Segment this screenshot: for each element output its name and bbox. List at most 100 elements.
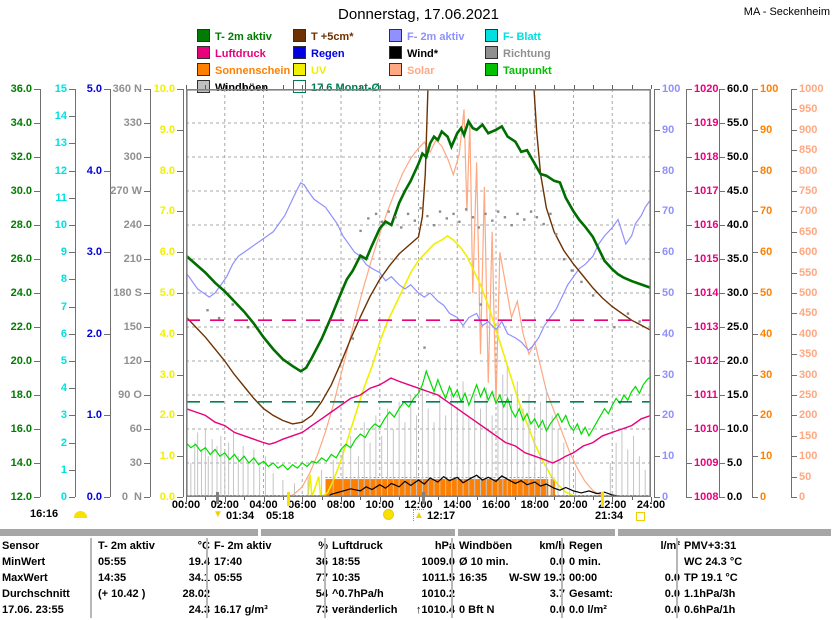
legend-item-taupunkt: Taupunkt <box>485 63 552 77</box>
axis-tick <box>791 415 797 417</box>
table-column-header: F- 2m aktiv% <box>214 538 328 554</box>
axis-tick-label: 350 <box>799 348 818 361</box>
x-axis-top-tick <box>534 85 536 89</box>
axis-tick-label: 2.0 <box>159 409 175 422</box>
axis-tick-label: 4.0 <box>159 327 175 340</box>
axis-tick <box>791 211 797 213</box>
x-axis-tick <box>205 497 207 500</box>
axis-tick-label: 11 <box>55 191 67 204</box>
axis-tick-label: 5.0 <box>727 457 743 469</box>
table-header-label: F- 2m aktiv <box>214 540 272 552</box>
axis-tick <box>104 333 110 335</box>
axis-tick-label: 1012 <box>694 355 719 367</box>
legend-swatch <box>293 46 306 59</box>
axis-tick-label: 30.0 <box>10 185 32 197</box>
table-row: Gesamt: 0.0 <box>569 586 680 602</box>
axis-tick-label: 360 N <box>112 83 142 95</box>
axis-tick <box>69 306 75 308</box>
axis-tick-label: 6.0 <box>159 246 175 259</box>
axis-tick <box>34 293 40 294</box>
table-row: 16:35 W-SW 19.3 <box>459 570 565 586</box>
table-cell-value: 1011.5 <box>421 572 455 584</box>
axis-tick-label: 40 <box>760 327 773 340</box>
axis-line-l/m² <box>110 89 111 497</box>
axis-tick <box>791 456 797 458</box>
x-axis-label: 16:00 <box>481 499 511 511</box>
x-axis-top-tick <box>612 85 614 89</box>
axis-tick-label: 900 <box>799 123 818 136</box>
axis-tick-label: 50.0 <box>727 151 749 163</box>
axis-tick <box>686 225 692 226</box>
axis-tick-label: 16.0 <box>10 423 32 435</box>
axis-tick-label: 2.0 <box>86 327 102 340</box>
x-axis-tick <box>418 497 420 502</box>
axis-tick <box>686 361 692 362</box>
table-cell-left: 0.6hPa/1h <box>684 604 736 616</box>
axis-tick <box>719 327 725 328</box>
table-cell-left: 05:55 <box>214 572 243 584</box>
x-axis-top-tick <box>515 85 517 89</box>
table-row: 05:55 77 <box>214 570 328 586</box>
legend-item-regen: Regen <box>293 46 345 60</box>
axis-tick <box>144 259 150 260</box>
table-row: TP 19.1 °C <box>684 570 803 586</box>
axis-tick-label: 30 <box>760 368 773 381</box>
x-axis-top-tick <box>592 85 594 89</box>
axis-tick <box>719 157 725 158</box>
axis-tick-label: 0 <box>760 491 767 503</box>
axis-tick <box>686 327 692 328</box>
moonset-axis-tick <box>216 492 219 504</box>
axis-tick-label: 20 <box>662 409 675 422</box>
table-cell-left: veränderlich <box>332 604 398 616</box>
x-axis-tick <box>534 497 536 502</box>
axis-tick-label: 20.0 <box>727 355 749 367</box>
x-axis-label: 04:00 <box>249 499 278 511</box>
axis-tick <box>791 476 797 478</box>
table-cell-left: 16:35 <box>459 572 488 584</box>
table-column-regen: Regen l/m² 0 min. 00:00 0.0 Gesamt: 0.0 0.0 l/m… <box>561 538 680 618</box>
axis-tick-label: 950 <box>799 103 818 116</box>
axis-tick-label: 15.0 <box>727 389 749 401</box>
table-row: 10:35 1011.5 <box>332 570 455 586</box>
x-axis-label: 22:00 <box>598 499 627 511</box>
axis-tick <box>654 252 660 254</box>
axis-tick-label: 2 <box>60 436 67 449</box>
table-column-header: Windböen km/h <box>459 538 565 554</box>
axis-tick <box>144 327 150 328</box>
axis-line-° <box>150 89 151 497</box>
sunset-time: 21:34 <box>595 510 624 522</box>
meteogram-plot <box>186 89 651 497</box>
legend-item-t-5cm-: T +5cm* <box>293 29 354 43</box>
table-row-label: Durchschnitt <box>2 588 70 600</box>
table-row: 14:35 34.1 <box>98 570 210 586</box>
axis-tick-label: 3.0 <box>86 246 102 259</box>
axis-tick-label: 1019 <box>694 117 719 129</box>
axis-tick-label: 8 <box>60 273 67 286</box>
axis-tick-label: 650 <box>799 225 818 238</box>
axis-tick <box>654 129 660 131</box>
moonrise-arrow-icon: ▲ <box>413 509 424 521</box>
legend-swatch <box>197 29 210 42</box>
legend-swatch <box>389 29 402 42</box>
table-header-unit: hPa <box>434 540 455 552</box>
axis-tick-label: 20 <box>760 409 773 422</box>
table-cell-left: TP 19.1 °C <box>684 572 738 584</box>
legend-label: Solar <box>407 65 435 77</box>
axis-tick <box>69 415 75 417</box>
table-cell-left: 1.1hPa/3h <box>684 588 736 600</box>
axis-tick-label: 40.0 <box>727 219 749 231</box>
x-axis-top-tick <box>573 85 575 89</box>
table-row: 1.1hPa/3h <box>684 586 803 602</box>
axis-tick <box>177 374 183 376</box>
axis-tick-label: 15 <box>54 83 67 95</box>
table-column-header: Luftdruck hPa <box>332 538 455 554</box>
legend-swatch <box>197 46 210 59</box>
x-axis-tick <box>341 497 342 502</box>
axis-tick-label: 1011 <box>694 389 718 401</box>
axis-tick-label: 10.0 <box>727 423 749 435</box>
axis-tick <box>791 395 797 396</box>
table-cell-left: 0.0 l/m² <box>569 604 607 616</box>
axis-tick-label: 18.0 <box>10 389 32 401</box>
axis-tick <box>654 497 660 498</box>
axis-tick-label: 6 <box>60 327 67 340</box>
